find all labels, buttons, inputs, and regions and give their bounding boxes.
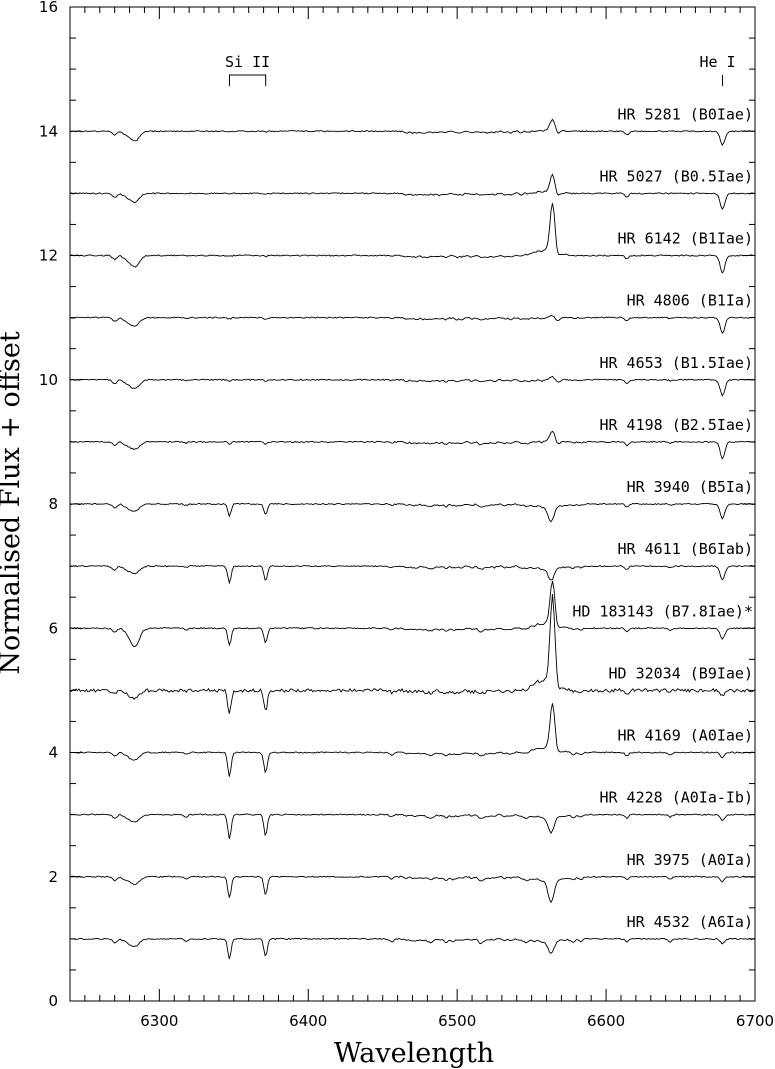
- y-tick-label: 16: [39, 0, 58, 16]
- spectrum-label: HR 4806 (B1Ia): [627, 292, 753, 310]
- spectrum-label: HR 4228 (A0Ia-Ib): [599, 789, 753, 807]
- spectrum-label: HR 5027 (B0.5Iae): [599, 167, 753, 185]
- spectrum-label: HD 183143 (B7.8Iae)*: [572, 602, 753, 620]
- si-ii-label: Si II: [225, 53, 270, 71]
- spectrum-line: [69, 314, 756, 334]
- spectra: [69, 118, 756, 960]
- x-tick-label: 6600: [587, 1012, 625, 1030]
- x-tick-label: 6700: [736, 1012, 774, 1030]
- spectrum-line: [69, 813, 756, 840]
- spectrum-line: [69, 594, 756, 714]
- y-tick-label: 2: [48, 868, 58, 886]
- spectrum-label: HR 3975 (A0Ia): [627, 851, 753, 869]
- spectrum-label: HD 32034 (B9Iae): [609, 664, 754, 682]
- spectrum-label: HR 5281 (B0Iae): [618, 105, 753, 123]
- y-tick-label: 0: [48, 992, 58, 1010]
- spectrum-label: HR 4611 (B6Iab): [618, 540, 753, 558]
- spectrum-line: [69, 430, 756, 460]
- spectrum-label: HR 4169 (A0Iae): [618, 727, 753, 745]
- x-tick-label: 6500: [438, 1012, 476, 1030]
- y-tick-label: 12: [39, 247, 58, 265]
- y-tick-label: 10: [39, 371, 58, 389]
- spectrum-label: HR 4532 (A6Ia): [627, 913, 753, 931]
- spectrum-line: [69, 203, 756, 274]
- spectrum-line: [69, 937, 756, 960]
- spectrum-label: HR 4198 (B2.5Iae): [599, 416, 753, 434]
- y-tick-label: 6: [48, 619, 58, 637]
- x-axis: 6300 6400 6500 6600 6700: [84, 7, 774, 1030]
- spectrum-line: [69, 875, 756, 904]
- spectrum-line: [69, 118, 756, 147]
- spectrum-label: HR 3940 (B5Ia): [627, 478, 753, 496]
- y-tick-label: 14: [39, 122, 58, 140]
- spectrum-label: HR 6142 (B1Iae): [618, 230, 753, 248]
- line-identifications: Si II He I: [225, 53, 736, 86]
- y-tick-label: 8: [48, 495, 58, 513]
- spectrum-line: [69, 375, 756, 397]
- y-tick-label: 4: [48, 744, 58, 762]
- x-tick-label: 6300: [140, 1012, 178, 1030]
- spectrum-labels: HR 5281 (B0Iae) HR 5027 (B0.5Iae) HR 6142 …: [572, 105, 753, 931]
- spectrum-line: [69, 703, 756, 777]
- y-axis-title: Normalised Flux + offset: [0, 331, 26, 675]
- x-axis-title: Wavelength: [334, 1038, 494, 1069]
- x-tick-label: 6400: [289, 1012, 327, 1030]
- he-i-label: He I: [699, 53, 735, 71]
- spectrum-line: [69, 173, 755, 211]
- spectrum-line: [69, 502, 755, 523]
- spectrum-line: [70, 564, 756, 585]
- spectrum-label: HR 4653 (B1.5Iae): [599, 354, 753, 372]
- si-ii-bracket: [228, 74, 267, 86]
- spectrum-line: [69, 580, 755, 648]
